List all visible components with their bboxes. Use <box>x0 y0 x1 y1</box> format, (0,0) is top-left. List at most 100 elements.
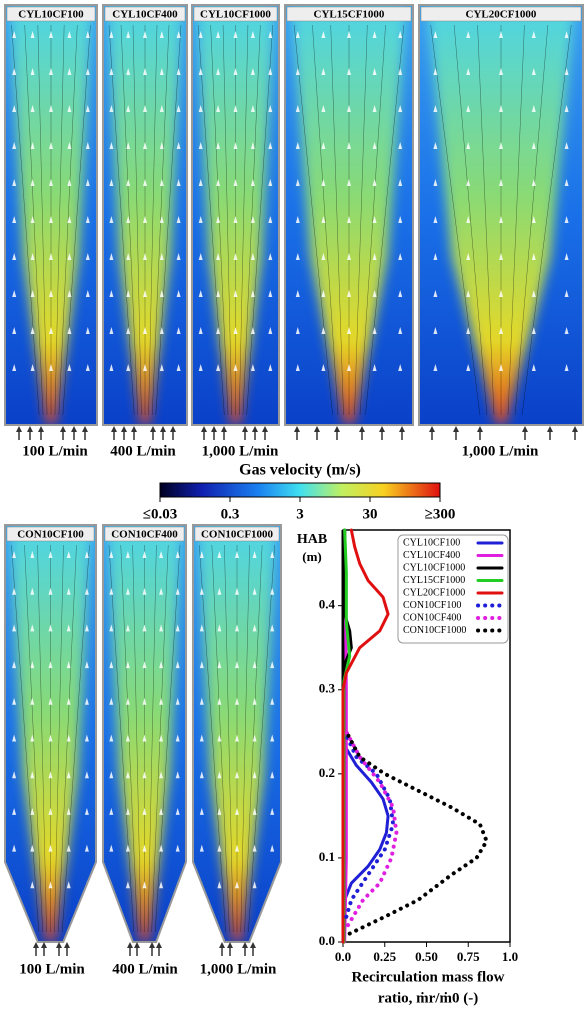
streamline <box>37 24 48 416</box>
velocity-arrow <box>235 844 239 852</box>
velocity-arrow <box>109 364 114 371</box>
velocity-arrow <box>466 142 471 149</box>
velocity-arrow <box>321 142 326 149</box>
streamline <box>248 544 275 933</box>
velocity-arrow <box>347 105 351 112</box>
velocity-arrow <box>48 881 53 889</box>
inlet-arrow-head <box>522 426 528 432</box>
velocity-arrow <box>233 364 238 371</box>
velocity-arrow <box>564 253 569 260</box>
velocity-arrow <box>531 179 536 186</box>
velocity-arrow <box>321 31 326 38</box>
velocity-arrow <box>84 697 89 705</box>
x-tick-label: 0.25 <box>373 949 396 964</box>
inlet-arrow-head <box>33 942 39 948</box>
velocity-arrow <box>49 216 53 223</box>
velocity-arrow <box>175 697 180 705</box>
streamline <box>24 544 43 933</box>
velocity-arrow <box>143 179 147 186</box>
velocity-arrow <box>252 771 257 779</box>
velocity-arrow <box>499 105 503 112</box>
velocity-arrow <box>12 807 17 815</box>
streamline <box>240 544 250 933</box>
velocity-arrow <box>66 587 71 595</box>
streamline <box>330 24 344 416</box>
streamline <box>58 544 77 933</box>
velocity-arrow <box>198 142 203 149</box>
velocity-arrow <box>433 364 438 371</box>
inlet-arrow-head <box>399 426 405 432</box>
inlet-arrow-head <box>429 426 435 432</box>
streamline <box>54 544 64 933</box>
velocity-arrow <box>48 734 53 742</box>
velocity-arrow <box>499 253 503 260</box>
velocity-arrow <box>66 661 71 669</box>
velocity-arrow <box>268 364 273 371</box>
velocity-arrow <box>295 253 300 260</box>
velocity-arrow <box>109 142 114 149</box>
velocity-arrow <box>67 216 72 223</box>
velocity-arrow <box>235 771 239 779</box>
inlet-arrow-head <box>359 426 365 432</box>
y-axis-unit: (m) <box>302 549 322 564</box>
velocity-arrow <box>321 364 326 371</box>
velocity-arrow <box>143 142 147 149</box>
velocity-arrow <box>48 661 53 669</box>
inlet-arrow-head <box>221 426 227 432</box>
velocity-arrow <box>67 105 72 112</box>
velocity-arrow <box>143 290 147 297</box>
velocity-arrow <box>175 844 180 852</box>
legend-label: CYL20CF1000 <box>403 587 465 598</box>
velocity-arrow <box>126 290 131 297</box>
velocity-arrow <box>217 807 222 815</box>
velocity-arrow <box>347 68 351 75</box>
streamline <box>54 24 65 416</box>
velocity-arrow <box>398 364 403 371</box>
velocity-arrow <box>175 551 180 558</box>
velocity-arrow <box>12 31 17 38</box>
cfd-field <box>419 5 583 425</box>
velocity-arrow <box>125 624 130 632</box>
velocity-arrow <box>48 624 53 632</box>
velocity-arrow <box>372 364 377 371</box>
velocity-arrow <box>49 364 53 371</box>
velocity-arrow <box>159 734 164 742</box>
x-axis-label: ratio, ṁr/ṁ0 (-) <box>378 990 478 1006</box>
legend-label: CYL15CF1000 <box>403 575 465 586</box>
panel-label-box <box>193 6 278 22</box>
inlet-arrow-head <box>227 942 233 948</box>
velocity-arrow <box>433 327 438 334</box>
velocity-arrow <box>30 624 35 632</box>
velocity-arrow <box>531 68 536 75</box>
inlet-arrow-head <box>547 426 553 432</box>
velocity-arrow <box>321 216 326 223</box>
velocity-arrow <box>252 844 257 852</box>
colorbar-tick-label: 30 <box>363 506 378 522</box>
velocity-arrow <box>143 31 147 38</box>
inlet-arrow-head <box>201 426 207 432</box>
velocity-arrow <box>252 587 257 595</box>
velocity-arrow <box>216 142 221 149</box>
velocity-arrow <box>85 253 90 260</box>
velocity-arrow <box>109 807 114 815</box>
inlet-arrow-head <box>242 426 248 432</box>
velocity-arrow <box>175 771 180 779</box>
inlet-arrow-head <box>156 942 162 948</box>
velocity-arrow <box>433 68 438 75</box>
velocity-arrow <box>109 587 114 595</box>
velocity-arrow <box>12 105 17 112</box>
velocity-arrow <box>398 105 403 112</box>
panel-label-box <box>104 6 186 22</box>
panel-label: CYL10CF100 <box>18 9 84 21</box>
velocity-arrow <box>109 290 114 297</box>
velocity-arrow <box>143 253 147 260</box>
velocity-arrow <box>109 68 114 75</box>
velocity-arrow <box>109 31 114 38</box>
velocity-arrow <box>216 364 221 371</box>
velocity-arrow <box>12 697 17 705</box>
velocity-arrow <box>159 587 164 595</box>
velocity-arrow <box>109 551 114 558</box>
cfd-field <box>285 5 413 425</box>
cfd-field <box>103 5 187 425</box>
velocity-arrow <box>67 364 72 371</box>
